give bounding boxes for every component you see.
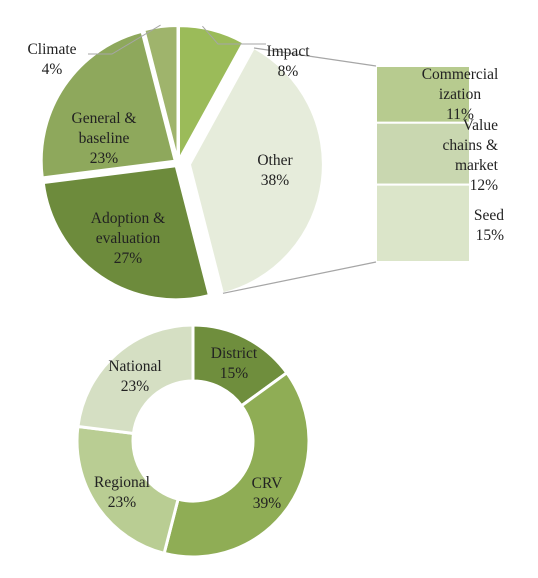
donut-slice-crv: [162, 370, 311, 559]
connector-line-top: [253, 47, 377, 67]
leader-line-climate: [88, 24, 161, 55]
donut-slice-regional: [75, 424, 180, 556]
breakdown-label-seed: Seed 15%: [474, 207, 504, 244]
donut-label-national: National 23%: [108, 358, 161, 395]
pie-slice-general-baseline: [40, 30, 176, 179]
donut-label-regional: Regional 23%: [94, 474, 150, 511]
donut-label-crv: CRV 39%: [252, 475, 283, 512]
leader-line-impact: [202, 25, 266, 45]
breakdown-bar-value-chains-market: [375, 121, 471, 186]
pie-slice-impact: [177, 25, 245, 160]
breakdown-label-commercial-ization: Commercial ization 11%: [422, 66, 499, 123]
connector-line-bottom: [222, 261, 377, 294]
breakdown-bar-commercial-ization: [375, 65, 471, 124]
pie-label-other: Other 38%: [257, 152, 293, 189]
pie-label-general-baseline: General & baseline 23%: [72, 110, 137, 167]
donut-slice-national: [76, 323, 195, 436]
pie-label-impact: Impact 8%: [266, 43, 310, 80]
donut-label-district: District 15%: [211, 345, 258, 382]
breakdown-label-value-chains-market: Value chains & market 12%: [442, 117, 498, 194]
pie-slice-adoption-evaluation: [42, 165, 211, 301]
breakdown-bar-seed: [375, 183, 471, 263]
pie-slice-other: [188, 46, 324, 295]
pie-slice-climate: [143, 25, 179, 160]
pie-label-adoption-evaluation: Adoption & evaluation 27%: [91, 210, 166, 267]
pie-label-climate: Climate 4%: [27, 41, 76, 78]
